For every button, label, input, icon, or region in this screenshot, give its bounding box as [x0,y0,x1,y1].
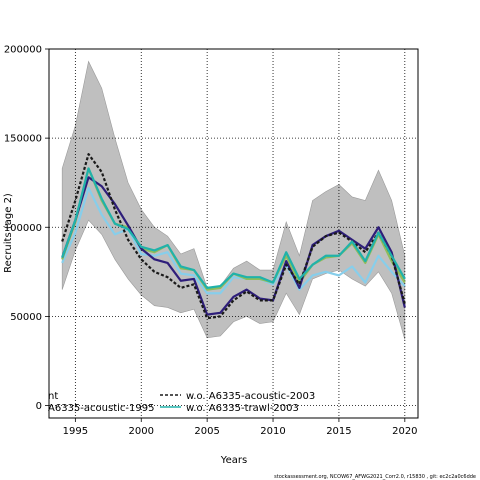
y-tick-label: 100000 [4,223,42,234]
y-axis-label: Recruits (age 2) [3,193,14,273]
x-axis-label: Years [220,455,247,466]
plot-frame [48,48,419,419]
series-line-5 [61,167,406,289]
x-tick-label: 2010 [260,426,285,437]
series-layer [61,153,406,320]
x-tick-label: 2000 [129,426,154,437]
y-tick-label: 0 [36,401,42,412]
series-line-1 [61,186,406,295]
confidence-band [61,60,406,340]
legend-entry-1: nt [48,391,58,402]
tick-layer: 1995 2000 2005 2010 2015 2020 0 50000 100000 1500… [4,45,418,438]
credit-text: stockassessment.org, NCOW67_AFWG2021_Cor… [274,474,476,480]
series-line-3 [61,176,406,316]
legend-entry-4: w.o. A6335-trawl-2003 [186,403,299,414]
x-tick-label: 2020 [392,426,417,437]
x-tick-label: 2015 [326,426,351,437]
y-tick-label: 200000 [4,45,42,56]
series-line-4 [61,153,406,320]
y-tick-label: 150000 [4,134,42,145]
confidence-band-layer [61,60,406,340]
y-tick-label: 50000 [10,312,42,323]
legend-entry-2: A6335-acoustic-1995 [48,403,154,414]
legend-entry-3: w.o. A6335-acoustic-2003 [186,391,315,402]
legend: nt A6335-acoustic-1995 w.o. A6335-acoust… [48,391,315,414]
x-tick-label: 1995 [63,426,88,437]
x-tick-label: 2005 [194,426,219,437]
